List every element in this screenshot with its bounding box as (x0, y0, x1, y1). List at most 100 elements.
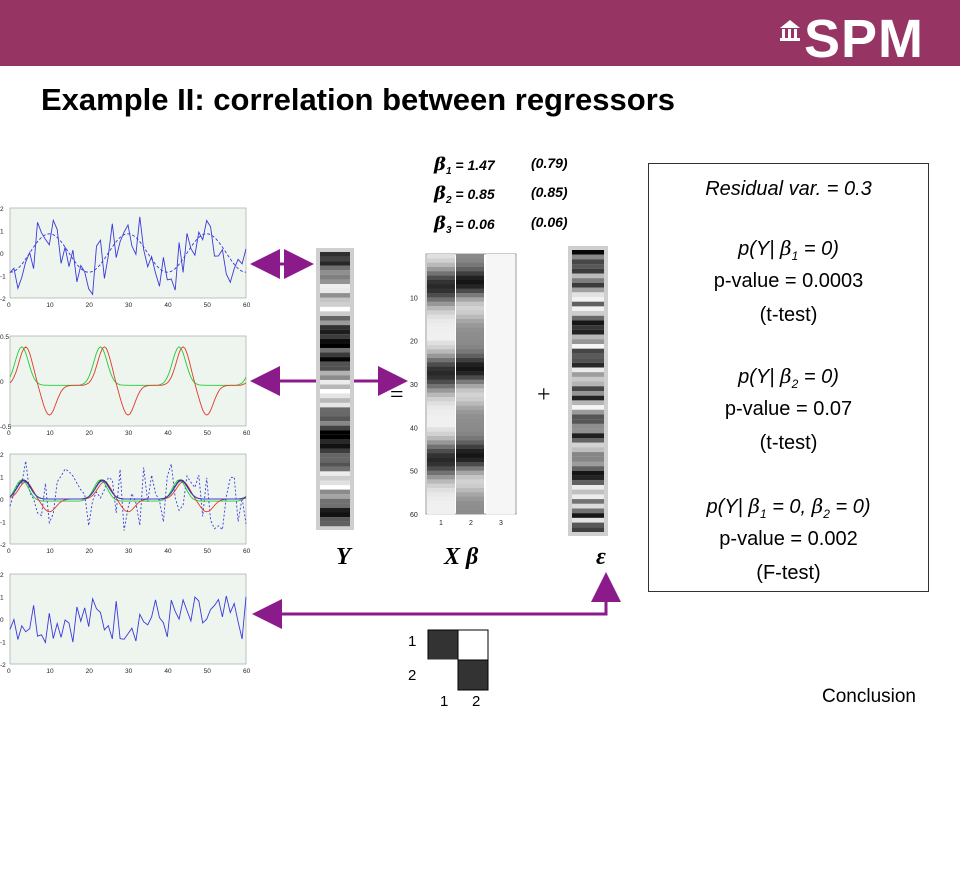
residual-row (572, 442, 604, 448)
x-col-1-cell (427, 466, 455, 471)
y-row (320, 366, 350, 371)
x-col-1-cell (427, 397, 455, 402)
y-row (320, 297, 350, 303)
y-row (320, 347, 350, 353)
residual-row (572, 386, 604, 391)
residual-row (572, 297, 604, 302)
residual-row (572, 278, 604, 283)
x-col-3-cell (486, 457, 515, 463)
y-tick-label: 2 (0, 206, 4, 213)
x-col-2-cell (456, 310, 484, 315)
residual-row (572, 306, 604, 312)
x-col-3-cell (486, 280, 515, 285)
plot-area (9, 573, 247, 665)
x-col-2-cell (456, 358, 484, 363)
residual-column (568, 246, 608, 536)
x-col-2-cell (456, 440, 484, 445)
x-col-1-cell (427, 405, 455, 411)
series-residual (9, 595, 247, 644)
x-col-1-cell (427, 288, 455, 294)
x-col-3-cell (486, 488, 515, 493)
residual-row (572, 353, 604, 359)
x-col-2-cell (456, 410, 484, 415)
series-observed (9, 461, 247, 531)
series-regressor-2 (9, 481, 247, 513)
residual-row (572, 381, 604, 387)
x-col-1-cell (427, 475, 455, 480)
x-col-1-cell (427, 440, 455, 445)
design-matrix: 10 20 30 40 50 60 1 2 3 (410, 253, 517, 527)
series-fit (9, 233, 247, 273)
x-col-2-cell (456, 492, 484, 497)
x-col-3-cell (486, 401, 515, 406)
x-tick-label: 10 (46, 302, 54, 309)
y-row (320, 384, 350, 390)
beta-2-se: (0.85) (531, 184, 568, 200)
residual-row (572, 494, 604, 500)
y-row (320, 462, 350, 467)
residual-row (572, 503, 604, 509)
y-row (320, 407, 350, 412)
x-col-2-cell (456, 284, 484, 289)
x-tick-label: 10 (46, 548, 54, 555)
x-col-1-cell (427, 275, 455, 281)
x-col-3-cell (486, 483, 515, 489)
x-tick-label: 30 (125, 302, 133, 309)
x-col-1-cell (427, 358, 455, 363)
series-regressor-2 (9, 346, 247, 416)
x-col-1-cell (427, 483, 455, 489)
x-tick-label: 0 (7, 548, 11, 555)
x-col-3-cell (486, 362, 515, 367)
residual-row (572, 376, 604, 382)
x-col-3-cell (486, 466, 515, 471)
test2-hypothesis: p(Y| β2 = 0) (738, 364, 839, 391)
x-col-2-cell (456, 505, 484, 510)
x-col-3-cell (486, 397, 515, 402)
x-col-2-cell (456, 384, 484, 389)
y-row (320, 352, 350, 358)
x-col-1-cell (427, 271, 455, 276)
residual-row (572, 466, 604, 471)
contrast-matrix: 1 2 1 2 (408, 629, 489, 710)
x-tick-label: 40 (164, 548, 172, 555)
x-col-2-cell (456, 427, 484, 432)
x-col-3-cell (486, 293, 515, 298)
y-tick-label: 1 (0, 229, 4, 236)
y-row (320, 402, 350, 408)
x-col-3-cell (486, 427, 515, 432)
y-row (320, 361, 350, 367)
x-tick-label: 60 (243, 668, 250, 675)
x-col-1-cell (427, 327, 455, 333)
x-col-1-cell (427, 418, 455, 424)
y-tick-label: 2 (0, 452, 4, 459)
residual-row (572, 400, 604, 406)
y-tick-label: -1 (0, 520, 6, 527)
y-row (320, 389, 350, 394)
x-col-1-cell (427, 371, 455, 376)
residual-row (572, 329, 604, 335)
test2-type: (t-test) (759, 432, 818, 454)
x-col-3-cell (486, 505, 515, 510)
x-tick-label: 10 (46, 668, 54, 675)
beta-1-se: (0.79) (531, 155, 568, 171)
x-col-1-cell (427, 349, 455, 354)
x-col-3-cell (486, 436, 515, 441)
x-col-1-cell (427, 414, 455, 419)
x-col-3-cell (486, 288, 515, 294)
residual-row (572, 470, 604, 476)
x-tick-label: 50 (204, 668, 212, 675)
residual-row (572, 372, 604, 377)
residual-row (572, 334, 604, 340)
x-col-3-cell (486, 336, 515, 341)
residual-row (572, 358, 604, 363)
test3-pvalue: p-value = 0.002 (719, 528, 858, 550)
y-row (320, 370, 350, 376)
x-col-3-cell (486, 479, 515, 484)
x-col-2-cell (456, 345, 484, 350)
x-col-2-cell (456, 262, 484, 268)
test3-type: (F-test) (756, 562, 821, 584)
residual-row (572, 362, 604, 368)
x-col-3-cell (486, 254, 515, 259)
y-tick-label: -2 (0, 662, 6, 669)
y-row (320, 430, 350, 435)
